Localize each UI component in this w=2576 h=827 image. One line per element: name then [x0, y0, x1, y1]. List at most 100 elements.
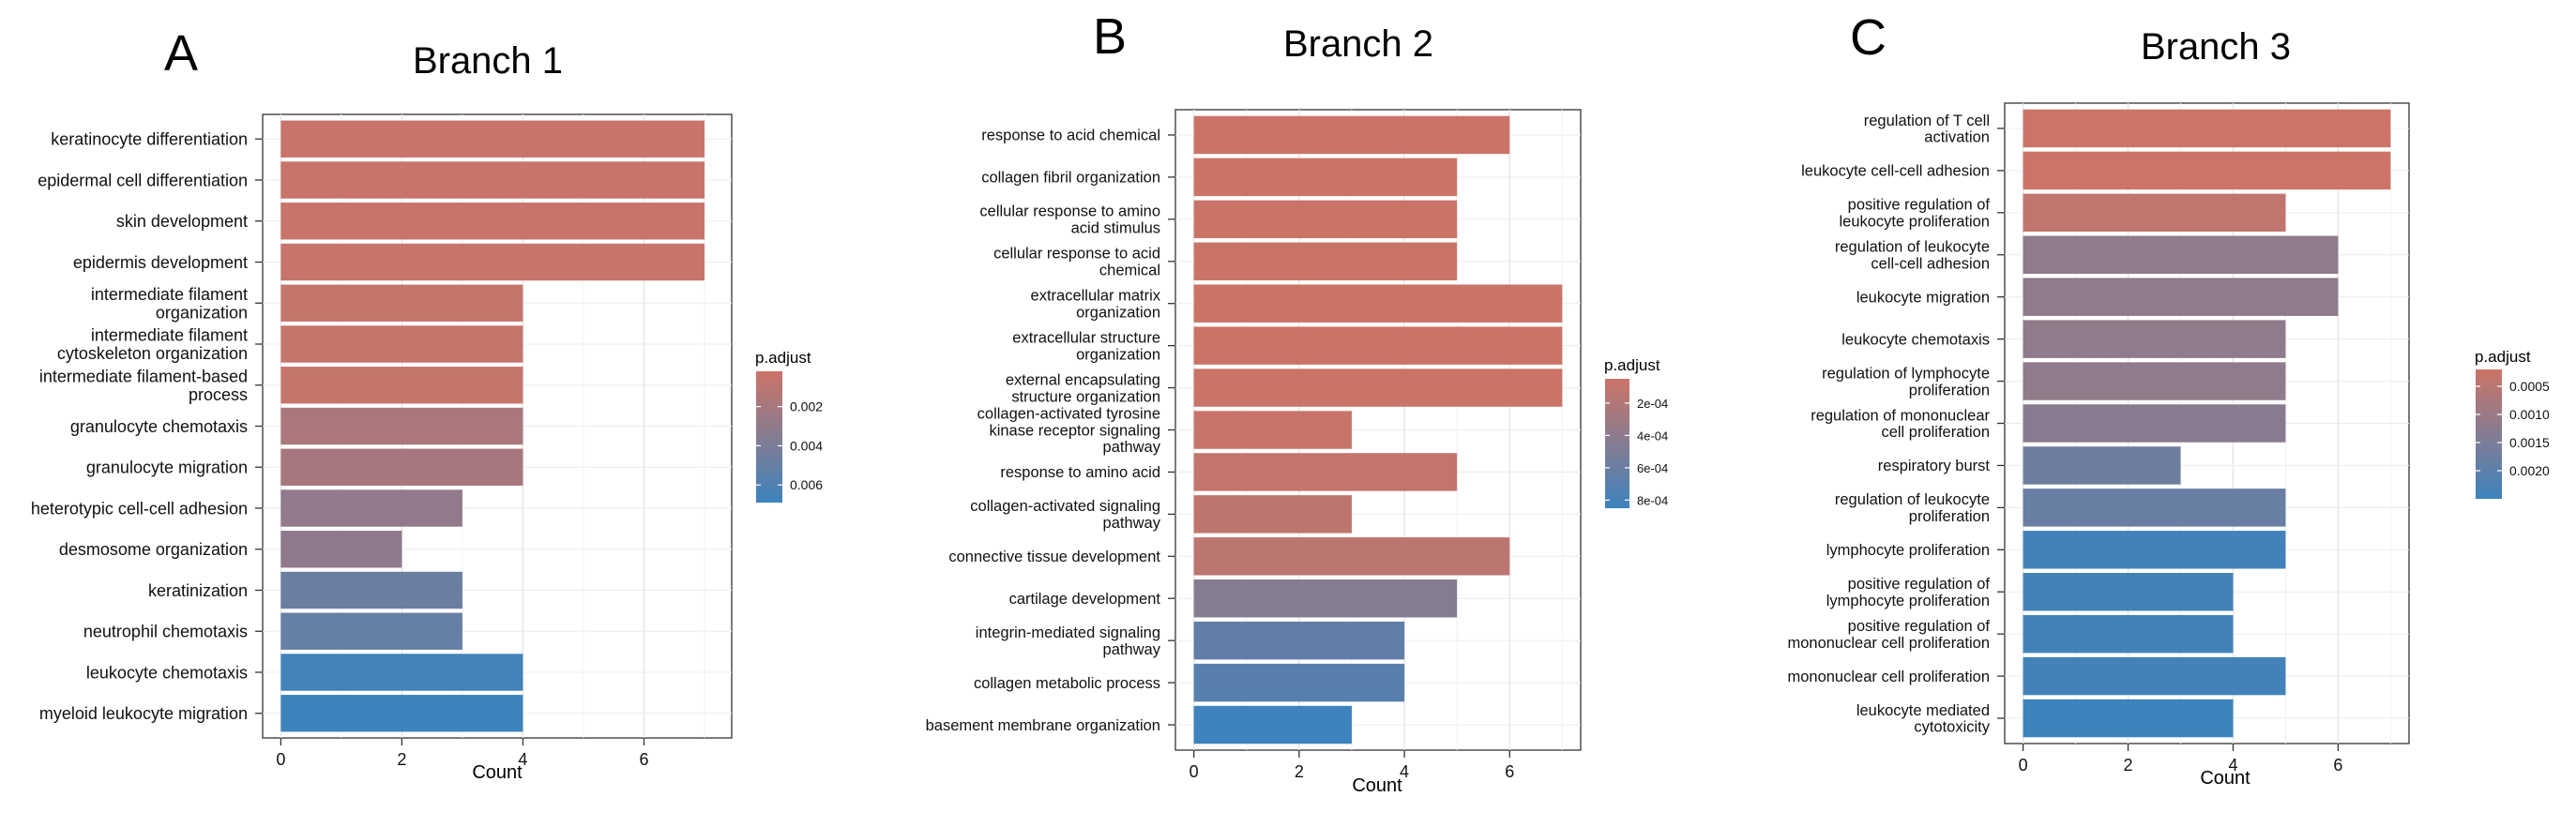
- category-label-line: positive regulation of: [1848, 618, 1991, 635]
- category-label-line: chemical: [1099, 262, 1160, 278]
- category-label: response to acid chemical: [981, 128, 1160, 144]
- category-label: heterotypic cell-cell adhesion: [31, 499, 248, 518]
- category-label-line: activation: [1924, 129, 1990, 146]
- legend-colorbar: [756, 371, 782, 503]
- category-label-line: skin development: [116, 212, 248, 231]
- bar: [2023, 489, 2286, 527]
- category-label-line: intermediate filament: [91, 326, 248, 345]
- bar: [280, 120, 705, 158]
- category-label-line: cytoskeleton organization: [57, 344, 248, 363]
- bar: [280, 325, 523, 363]
- legend-title: p.adjust: [755, 349, 811, 367]
- bar: [1193, 200, 1458, 239]
- category-label-line: collagen fibril organization: [981, 170, 1160, 187]
- bar: [2023, 193, 2286, 233]
- category-label: mononuclear cell proliferation: [1787, 669, 1990, 685]
- bar: [2023, 235, 2339, 274]
- legend-tick-label: 0.006: [790, 477, 823, 492]
- bar: [2023, 109, 2391, 148]
- category-label-line: organization: [156, 303, 248, 322]
- category-label: leukocyte mediated cytotoxicity: [1856, 702, 1991, 736]
- x-tick-label: 4: [2228, 756, 2237, 774]
- bar: [1193, 284, 1563, 323]
- category-label: epidermis development: [73, 253, 248, 272]
- category-label: epidermal cell differentiation: [38, 171, 248, 189]
- category-label-line: lymphocyte proliferation: [1826, 542, 1990, 559]
- category-label-line: intermediate filament: [91, 285, 248, 304]
- legend-tick-label: 0.002: [790, 399, 823, 414]
- x-axis-label: Count: [472, 762, 523, 783]
- category-label-line: kinase receptor signaling: [989, 422, 1160, 439]
- category-labels: keratinocyte differentiation epidermal ce…: [31, 130, 263, 723]
- category-label: collagen metabolic process: [974, 675, 1160, 692]
- category-label-line: regulation of lymphocyte: [1822, 365, 1990, 382]
- bar: [1193, 663, 1405, 702]
- bar: [1193, 621, 1405, 660]
- category-label-line: leukocyte proliferation: [1839, 214, 1990, 231]
- category-label-line: proliferation: [1909, 382, 1990, 398]
- category-label: lymphocyte proliferation: [1826, 542, 1990, 559]
- legend-tick-label: 0.0010: [2509, 407, 2550, 422]
- category-label: keratinization: [148, 581, 248, 600]
- x-tick-label: 0: [1190, 762, 1199, 781]
- bar: [280, 243, 705, 281]
- category-label-line: cell-cell adhesion: [1871, 255, 1990, 272]
- category-label-line: leukocyte mediated: [1856, 702, 1990, 719]
- category-label: connective tissue development: [948, 549, 1160, 565]
- x-axis-ticks: 0 2 4 6: [2019, 744, 2342, 774]
- category-labels: response to acid chemical collagen fibril…: [926, 128, 1175, 734]
- category-label-line: intermediate filament-based: [39, 367, 248, 385]
- panel-b: B Branch 2 response to acid chemical coll…: [926, 8, 1669, 796]
- chart-title: Branch 2: [1283, 23, 1433, 65]
- category-label-line: leukocyte cell-cell adhesion: [1801, 163, 1990, 180]
- category-label-line: cellular response to amino: [979, 203, 1160, 220]
- bar: [2023, 531, 2286, 569]
- category-label-line: mononuclear cell proliferation: [1787, 635, 1990, 652]
- legend-colorbar: [1605, 379, 1629, 508]
- category-label-line: external encapsulating: [1006, 371, 1160, 388]
- category-labels: regulation of T cell activation leukocyte …: [1787, 113, 2005, 736]
- x-tick-label: 0: [2019, 756, 2028, 774]
- category-label: leukocyte cell-cell adhesion: [1801, 163, 1990, 180]
- bar: [280, 531, 402, 568]
- category-label: regulation of leukocyte cell-cell adhesio…: [1835, 239, 1990, 273]
- category-label-line: collagen-activated tyrosine: [977, 405, 1160, 422]
- bar: [280, 407, 523, 445]
- category-label: basement membrane organization: [926, 717, 1160, 734]
- category-label: skin development: [116, 212, 248, 231]
- legend-tick-label: 6e-04: [1637, 461, 1668, 475]
- bar: [280, 695, 523, 732]
- bar: [2023, 614, 2234, 654]
- category-label: leukocyte chemotaxis: [86, 663, 248, 682]
- category-label-line: cell proliferation: [1881, 424, 1990, 441]
- category-label: respiratory burst: [1878, 458, 1991, 474]
- category-label: regulation of mononuclear cell proliferat…: [1811, 407, 1990, 441]
- panel-label: A: [164, 25, 198, 82]
- chart-title: Branch 1: [413, 40, 563, 82]
- category-label-line: structure organization: [1011, 388, 1160, 405]
- bar: [280, 203, 705, 240]
- bar: [280, 612, 462, 650]
- legend-colorbar: [2476, 369, 2502, 499]
- category-label-line: response to acid chemical: [981, 128, 1160, 144]
- category-label: collagen-activated tyrosine kinase recept…: [977, 405, 1161, 456]
- legend-tick-label: 0.0015: [2509, 435, 2550, 450]
- legend-tick-label: 4e-04: [1637, 429, 1668, 443]
- bar: [2023, 404, 2286, 443]
- category-label-line: collagen-activated signaling: [970, 498, 1160, 515]
- legend-title: p.adjust: [2475, 348, 2531, 366]
- category-label-line: respiratory burst: [1878, 458, 1991, 474]
- bars: [2023, 109, 2391, 738]
- x-tick-label: 6: [2333, 756, 2342, 774]
- category-label-line: integrin-mediated signaling: [976, 624, 1160, 641]
- x-axis-ticks: 0 2 4 6: [276, 738, 648, 769]
- category-label: cellular response to acid chemical: [993, 246, 1160, 279]
- category-label: positive regulation of leukocyte prolifer…: [1839, 197, 1990, 231]
- chart-title: Branch 3: [2141, 26, 2291, 68]
- bar: [2023, 699, 2234, 738]
- bar: [1193, 115, 1510, 155]
- category-label-line: connective tissue development: [948, 549, 1160, 565]
- category-label: collagen fibril organization: [981, 170, 1160, 187]
- bar: [2023, 278, 2339, 316]
